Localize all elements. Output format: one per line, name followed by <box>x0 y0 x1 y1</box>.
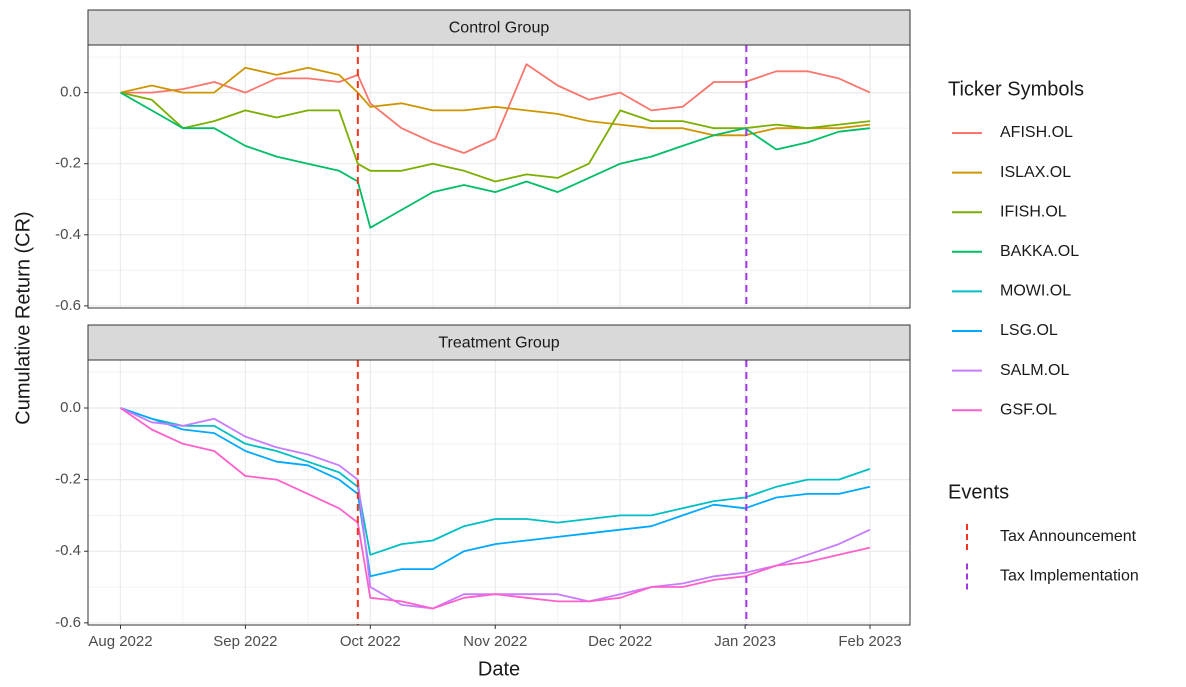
x-tick-label: Dec 2022 <box>588 633 652 650</box>
facet-title: Control Group <box>449 20 550 37</box>
series-line <box>120 407 871 610</box>
y-tick-label: 0.0 <box>60 399 81 416</box>
panel-bg <box>88 45 910 308</box>
legend-title: Ticker Symbols <box>948 78 1084 100</box>
y-tick-label: -0.6 <box>55 614 81 631</box>
y-tick-label: 0.0 <box>60 84 81 101</box>
facet-strip <box>87 9 911 46</box>
series-line <box>120 66 871 137</box>
series-line <box>120 407 871 556</box>
panel-bg <box>88 360 910 625</box>
legend-label: IFISH.OL <box>1000 203 1067 220</box>
legend-label: SALM.OL <box>1000 362 1069 379</box>
legend-label: AFISH.OL <box>1000 124 1073 141</box>
series-line <box>120 407 871 578</box>
x-tick-label: Nov 2022 <box>463 633 527 650</box>
panel-border <box>87 359 911 626</box>
y-tick-label: -0.6 <box>55 297 81 314</box>
y-axis-title: Cumulative Return (CR) <box>12 211 34 424</box>
legend-label: ISLAX.OL <box>1000 164 1071 181</box>
legend-label: GSF.OL <box>1000 401 1057 418</box>
x-tick-label: Feb 2023 <box>838 633 901 650</box>
facet-title: Treatment Group <box>438 335 559 352</box>
event-legend-label: Tax Implementation <box>1000 568 1139 585</box>
x-tick-label: Aug 2022 <box>88 633 152 650</box>
panel-border <box>87 44 911 309</box>
legend-label: MOWI.OL <box>1000 283 1071 300</box>
x-tick-label: Jan 2023 <box>714 633 776 650</box>
y-tick-label: -0.4 <box>55 226 81 243</box>
facet-strip <box>87 324 911 361</box>
legend-label: LSG.OL <box>1000 322 1058 339</box>
legend-label: BAKKA.OL <box>1000 243 1079 260</box>
series-line <box>120 63 871 154</box>
x-tick-label: Oct 2022 <box>340 633 401 650</box>
y-tick-label: -0.2 <box>55 471 81 488</box>
x-tick-label: Sep 2022 <box>213 633 277 650</box>
series-line <box>120 91 871 229</box>
event-legend-label: Tax Announcement <box>1000 528 1137 545</box>
series-line <box>120 91 871 183</box>
y-tick-label: -0.2 <box>55 155 81 172</box>
x-axis-title: Date <box>478 658 520 680</box>
y-tick-label: -0.4 <box>55 542 81 559</box>
events-legend-title: Events <box>948 481 1009 503</box>
series-line <box>119 407 871 610</box>
